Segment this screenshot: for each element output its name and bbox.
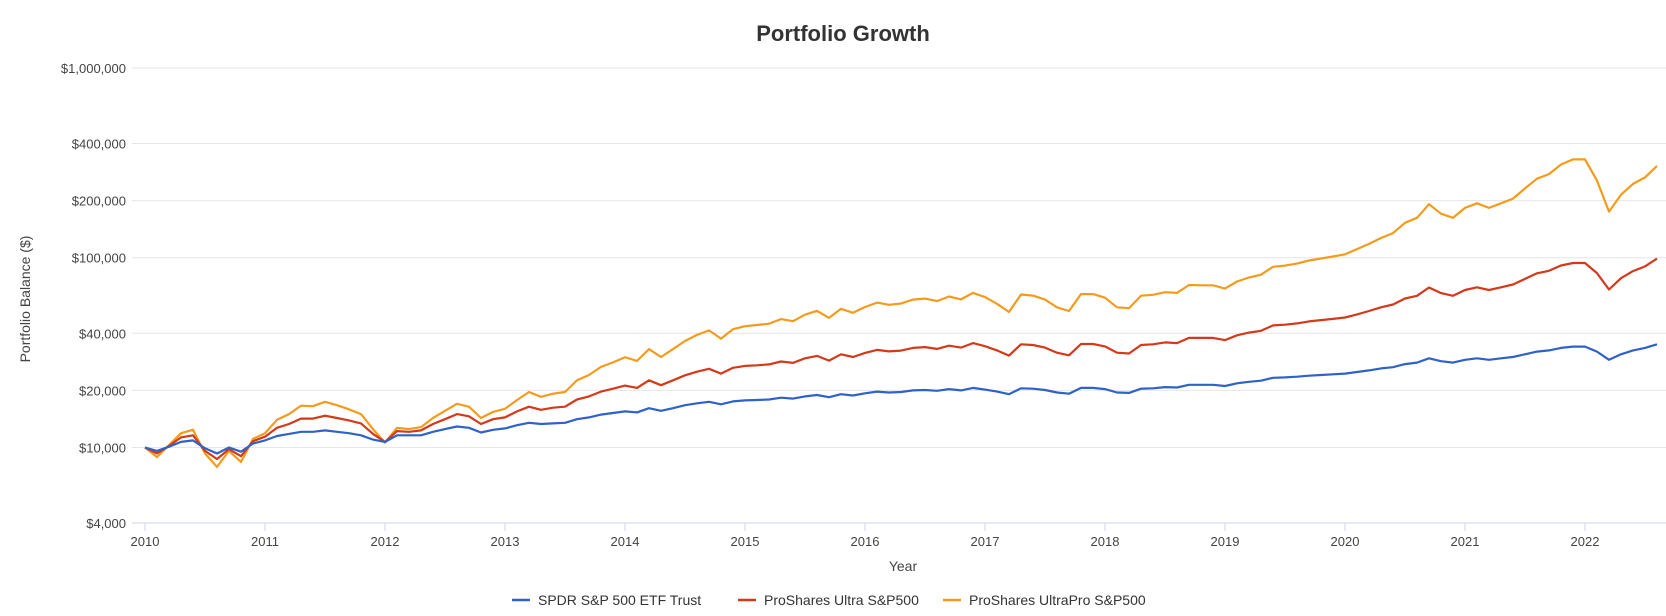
y-axis-label: Portfolio Balance ($) bbox=[17, 236, 33, 363]
series-line-1 bbox=[144, 343, 1658, 455]
x-tick-label: 2022 bbox=[1571, 534, 1600, 549]
y-tick-label: $100,000 bbox=[72, 251, 126, 266]
series-lines bbox=[144, 158, 1658, 468]
series-line-3 bbox=[144, 158, 1658, 468]
x-tick-label: 2015 bbox=[731, 534, 760, 549]
legend-label: SPDR S&P 500 ETF Trust bbox=[538, 592, 701, 608]
x-tick-label: 2019 bbox=[1211, 534, 1240, 549]
legend-item-1[interactable]: SPDR S&P 500 ETF Trust bbox=[512, 592, 701, 608]
legend-item-3[interactable]: ProShares UltraPro S&P500 bbox=[943, 592, 1146, 608]
y-tick-label: $1,000,000 bbox=[61, 61, 126, 76]
y-tick-label: $10,000 bbox=[79, 440, 126, 455]
x-tick-label: 2014 bbox=[611, 534, 640, 549]
y-tick-label: $400,000 bbox=[72, 137, 126, 152]
x-tick-label: 2020 bbox=[1331, 534, 1360, 549]
gridlines bbox=[132, 67, 1666, 448]
y-tick-label: $20,000 bbox=[79, 383, 126, 398]
legend-label: ProShares UltraPro S&P500 bbox=[969, 592, 1146, 608]
y-tick-label: $200,000 bbox=[72, 194, 126, 209]
x-tick-label: 2011 bbox=[251, 534, 279, 549]
y-tick-label: $4,000 bbox=[86, 516, 126, 531]
legend-item-2[interactable]: ProShares Ultra S&P500 bbox=[738, 592, 919, 608]
x-tick-label: 2017 bbox=[971, 534, 1000, 549]
chart-title: Portfolio Growth bbox=[756, 21, 930, 46]
x-tick-label: 2013 bbox=[491, 534, 520, 549]
y-tick-label: $40,000 bbox=[79, 326, 126, 341]
x-tick-label: 2012 bbox=[371, 534, 400, 549]
legend: SPDR S&P 500 ETF Trust ProShares Ultra S&… bbox=[512, 592, 1146, 608]
x-tick-label: 2018 bbox=[1091, 534, 1120, 549]
x-tick-label: 2016 bbox=[851, 534, 880, 549]
x-axis-label: Year bbox=[889, 558, 918, 574]
x-tick-label: 2010 bbox=[131, 534, 160, 549]
y-axis-ticks: $4,000 $10,000 $20,000 $40,000 $100,000 $200,… bbox=[61, 61, 126, 531]
legend-label: ProShares Ultra S&P500 bbox=[764, 592, 919, 608]
series-line-2 bbox=[144, 257, 1658, 461]
x-axis-ticks: 2010 2011 2012 2013 2014 2015 2016 2017 2018 2019… bbox=[131, 523, 1600, 549]
x-tick-label: 2021 bbox=[1451, 534, 1480, 549]
